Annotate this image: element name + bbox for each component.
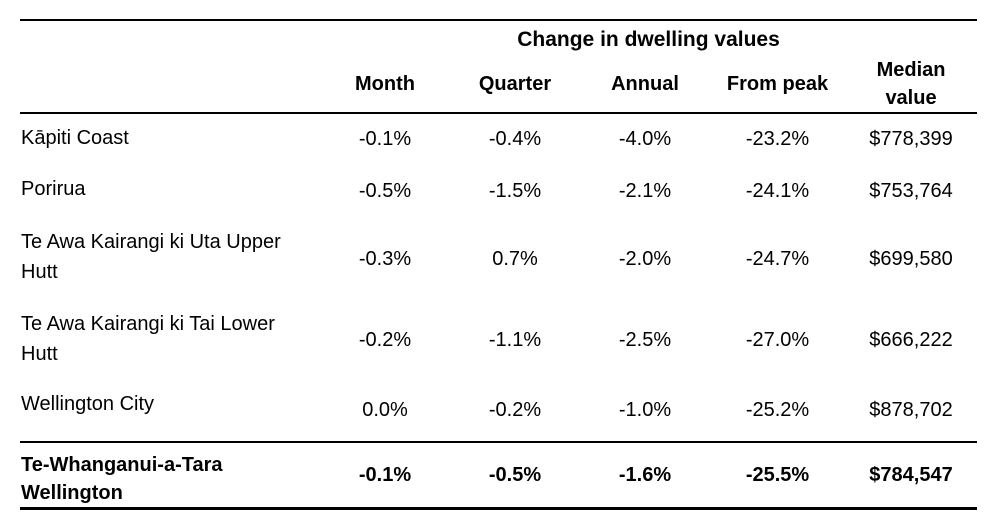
quarter-value-cell: -1.5% — [488, 180, 542, 202]
from-peak-value-cell: -24.7% — [745, 247, 810, 270]
month-value-cell: -0.5% — [358, 180, 412, 202]
empty-corner-cell — [20, 20, 320, 56]
median-value-cell: $778,399 — [869, 128, 953, 150]
region-name-cell: Te-Whanganui-a-Tara Wellington — [20, 441, 320, 509]
table-group-title-row: Change in dwelling values — [20, 20, 977, 56]
table-total-row: Te-Whanganui-a-Tara Wellington -0.1% -0.… — [20, 441, 978, 509]
from-peak-value-cell: -25.2% — [745, 399, 810, 421]
median-value-cell: $699,580 — [869, 247, 953, 270]
annual-value-cell: -2.0% — [618, 247, 672, 270]
table-row: Te Awa Kairangi ki Tai Lower Hutt -0.2% … — [20, 300, 977, 380]
from-peak-value-cell: -25.5% — [710, 441, 845, 509]
quarter-value-cell: -0.4% — [488, 128, 542, 150]
annual-value-cell: -1.6% — [580, 441, 710, 509]
annual-column-header: Annual — [580, 56, 710, 114]
from-peak-value-cell: -24.1% — [745, 180, 810, 202]
from-peak-value-cell: -23.2% — [745, 128, 810, 150]
table-row: Porirua -0.5% -1.5% -2.1% -24.1% $753,76… — [20, 165, 977, 218]
region-name-cell: Te Awa Kairangi ki Uta Upper Hutt — [21, 231, 281, 283]
median-header-line1: Median — [876, 59, 946, 81]
month-column-header: Month — [320, 56, 450, 114]
quarter-value-cell: -0.2% — [488, 399, 542, 421]
quarter-value-cell: 0.7% — [492, 247, 538, 270]
annual-value-cell: -1.0% — [618, 399, 672, 421]
region-column-header — [20, 56, 320, 114]
table-row: Te Awa Kairangi ki Uta Upper Hutt -0.3% … — [20, 218, 977, 300]
region-name-cell: Wellington City — [21, 393, 155, 415]
table-header-row: Month Quarter Annual From peak Median va… — [20, 56, 978, 114]
region-name-cell: Te Awa Kairangi ki Tai Lower Hutt — [21, 313, 275, 365]
month-value-cell: -0.2% — [358, 328, 412, 351]
from-peak-value-cell: -27.0% — [745, 328, 810, 351]
region-name-cell: Porirua — [21, 178, 86, 200]
month-value-cell: 0.0% — [362, 399, 408, 421]
table-row: Kāpiti Coast -0.1% -0.4% -4.0% -23.2% $7… — [20, 113, 977, 165]
median-value-cell: $784,547 — [845, 441, 978, 509]
quarter-value-cell: -1.1% — [488, 328, 542, 351]
region-name-cell: Kāpiti Coast — [21, 127, 129, 149]
median-value-cell: $878,702 — [869, 399, 953, 421]
month-value-cell: -0.1% — [358, 128, 412, 150]
dwelling-values-table: Change in dwelling values Month Quarter … — [20, 19, 978, 510]
quarter-value-cell: -0.5% — [450, 441, 580, 509]
month-value-cell: -0.3% — [358, 247, 412, 270]
median-header-line2: value — [885, 87, 937, 109]
from-peak-column-header: From peak — [710, 56, 845, 114]
median-value-cell: $753,764 — [869, 180, 953, 202]
quarter-column-header: Quarter — [450, 56, 580, 114]
median-value-column-header: Median value — [845, 56, 978, 114]
annual-value-cell: -2.1% — [618, 180, 672, 202]
median-value-cell: $666,222 — [869, 328, 953, 351]
annual-value-cell: -4.0% — [618, 128, 672, 150]
month-value-cell: -0.1% — [320, 441, 450, 509]
group-title: Change in dwelling values — [517, 28, 780, 51]
table-row: Wellington City 0.0% -0.2% -1.0% -25.2% … — [20, 380, 977, 442]
annual-value-cell: -2.5% — [618, 328, 672, 351]
